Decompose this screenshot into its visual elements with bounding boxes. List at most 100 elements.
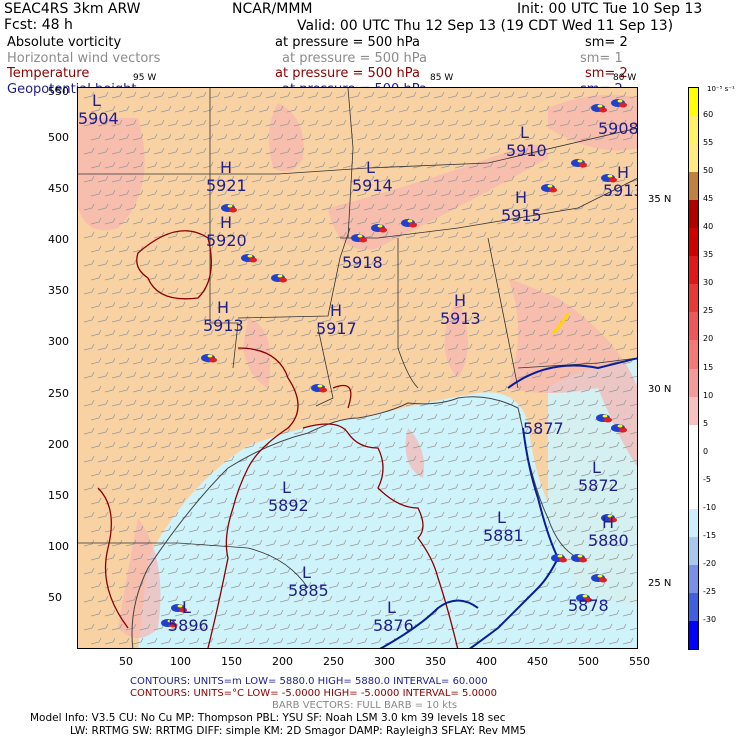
colorbar-swatch	[689, 228, 698, 257]
center-value: 5892	[268, 496, 309, 515]
footer-model-info: Model Info: V3.5 CU: No Cu MP: Thompson …	[30, 712, 506, 724]
x-tick-label: 400	[476, 655, 497, 668]
center-value: 5881	[483, 526, 524, 545]
center-value: 5896	[168, 616, 209, 635]
footer-temp-contours: CONTOURS: UNITS=°C LOW= -5.0000 HIGH= -5…	[130, 688, 498, 699]
footer-barb-vectors: BARB VECTORS: FULL BARB = 10 kts	[272, 700, 458, 711]
center-value: 5878	[568, 596, 609, 615]
colorbar-swatch	[689, 88, 698, 117]
colorbar-label: 55	[703, 138, 714, 148]
colorbar-label: 15	[703, 362, 714, 372]
colorbar-swatch	[689, 564, 698, 594]
center-value: 5880	[588, 531, 629, 550]
center-symbol: H	[515, 188, 527, 207]
center-symbol: H	[330, 301, 342, 320]
center-value: 5920	[206, 231, 247, 250]
colorbar-label: -15	[703, 530, 717, 540]
colorbar-label: 0	[703, 446, 709, 456]
forecast-hour: Fcst: 48 h	[4, 17, 73, 33]
colorbar-swatch	[689, 536, 698, 566]
colorbar-label: -10	[703, 502, 717, 512]
colorbar	[688, 87, 699, 650]
colorbar-units: 10⁻⁵ s⁻¹	[707, 85, 735, 93]
field-name: Absolute vorticity	[7, 35, 122, 50]
x-tick-label: 50	[119, 655, 133, 668]
colorbar-swatch	[689, 368, 698, 398]
colorbar-swatch	[689, 480, 698, 510]
colorbar-label: 45	[703, 194, 714, 204]
colorbar-swatch	[689, 116, 698, 145]
center-value: 5917	[316, 319, 357, 338]
colorbar-swatch	[689, 424, 698, 454]
center-symbol: L	[520, 123, 529, 142]
colorbar-label: 35	[703, 250, 714, 260]
colorbar-label: -5	[703, 474, 711, 484]
y-tick-label: 450	[48, 182, 69, 196]
center-symbol: H	[220, 213, 232, 232]
field-level: at pressure = 500 hPa	[282, 51, 427, 66]
y-tick-label: 400	[48, 233, 69, 247]
colorbar-label: 50	[703, 166, 714, 176]
colorbar-swatch	[689, 340, 698, 369]
colorbar-label: 20	[703, 334, 714, 344]
colorbar-swatch	[689, 592, 698, 622]
x-tick-label: 350	[425, 655, 446, 668]
colorbar-swatch	[689, 284, 698, 313]
center-value: 5913	[603, 181, 638, 200]
colorbar-swatch	[689, 508, 698, 538]
center-symbol: L	[387, 598, 396, 617]
x-tick-label: 100	[170, 655, 191, 668]
center-symbol: L	[182, 598, 191, 617]
field-smoothing: sm= 2	[585, 35, 628, 50]
center-value: 5913	[203, 316, 244, 335]
field-smoothing: sm= 1	[580, 51, 623, 66]
colorbar-swatch	[689, 312, 698, 341]
x-tick-label: 500	[578, 655, 599, 668]
colorbar-label: 60	[703, 110, 714, 120]
center-value: 5876	[373, 616, 414, 635]
y-tick-label: 500	[48, 131, 69, 145]
y-tick-label: 100	[48, 539, 69, 553]
center-value: 5913	[440, 309, 481, 328]
center-symbol: L	[366, 158, 375, 177]
init-time: Init: 00 UTC Tue 10 Sep 13	[517, 1, 703, 17]
y-tick-label: 250	[48, 386, 69, 400]
colorbar-swatch	[689, 620, 698, 650]
footer-height-contours: CONTOURS: UNITS=m LOW= 5880.0 HIGH= 5880…	[130, 676, 488, 687]
colorbar-swatch	[689, 172, 698, 201]
colorbar-swatch	[689, 396, 698, 426]
y-tick-label: 350	[48, 284, 69, 298]
model-title: SEAC4RS 3km ARW	[4, 1, 141, 17]
center-value: 5921	[206, 176, 247, 195]
colorbar-label: 30	[703, 278, 714, 288]
center-value: 5908	[598, 119, 638, 138]
center-symbol: L	[282, 478, 291, 497]
center-symbol: H	[617, 163, 629, 182]
center-symbol: L	[92, 91, 101, 110]
x-tick-label: 150	[221, 655, 242, 668]
center-value: 5910	[506, 141, 547, 160]
center-value: 5877	[523, 419, 564, 438]
colorbar-label: -25	[703, 586, 717, 596]
valid-time: Valid: 00 UTC Thu 12 Sep 13 (19 CDT Wed …	[297, 18, 674, 34]
center-value: 5914	[352, 176, 393, 195]
center-symbol: L	[497, 508, 506, 527]
colorbar-swatch	[689, 144, 698, 173]
center-symbol: H	[220, 158, 232, 177]
field-name: Temperature	[7, 66, 90, 81]
x-tick-label: 250	[323, 655, 344, 668]
center-symbol: L	[302, 563, 311, 582]
center-value: 5904	[78, 109, 119, 128]
colorbar-swatch	[689, 256, 698, 285]
center-symbol: H	[217, 298, 229, 317]
y-tick-label-top: 550	[48, 85, 69, 98]
longitude-label: 80 W	[613, 73, 637, 83]
y-tick-label: 200	[48, 437, 69, 451]
center-name: NCAR/MMM	[232, 1, 313, 17]
map-panel: L5904L59105908H5921L5914H5913H5915H59205…	[77, 87, 638, 649]
colorbar-swatch	[689, 200, 698, 229]
colorbar-label: 25	[703, 306, 714, 316]
x-tick-label: 200	[272, 655, 293, 668]
colorbar-label: 5	[703, 418, 709, 428]
center-symbol: H	[454, 291, 466, 310]
